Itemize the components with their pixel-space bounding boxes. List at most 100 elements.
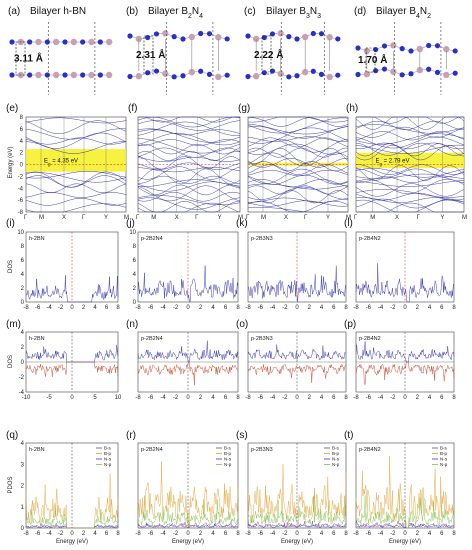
y-tick-label: 4 — [21, 441, 25, 447]
band-line — [355, 179, 465, 195]
boron-atom — [88, 71, 95, 79]
boron-atom — [416, 45, 424, 53]
band-line — [355, 189, 465, 198]
x-tick-label: 2 — [308, 395, 312, 401]
panel-label: (r) — [126, 430, 136, 441]
band-line — [356, 116, 464, 124]
panel-label: (p) — [344, 319, 356, 330]
x-tick-label: 8 — [452, 305, 456, 311]
y-tick-label: -6 — [18, 198, 24, 204]
x-tick-label: 4 — [320, 531, 324, 537]
y-tick-label: 3 — [21, 462, 25, 468]
nitrogen-atom — [180, 73, 186, 79]
x-tick-label: -4 — [378, 531, 384, 537]
nitrogen-atom — [206, 31, 213, 37]
k-point-label: X — [62, 215, 66, 221]
band-line — [355, 136, 465, 149]
x-tick-label: 6 — [224, 531, 228, 537]
x-tick-label: -8 — [353, 305, 359, 311]
panel-label: (t) — [344, 430, 353, 441]
x-tick-label: 6 — [224, 305, 228, 311]
y-tick-label: 8 — [21, 244, 25, 250]
nitrogen-atom — [80, 72, 86, 78]
band-line — [137, 179, 241, 187]
nitrogen-atom — [180, 36, 186, 42]
k-point-label: M — [346, 215, 351, 221]
x-tick-label: 4 — [320, 305, 324, 311]
x-tick-label: 6 — [440, 395, 444, 401]
inset-label: p-2B4N2 — [359, 336, 381, 342]
y-axis-label: Energy (eV) — [8, 146, 14, 178]
x-tick-label: -8 — [353, 395, 359, 401]
x-tick-label: -2 — [390, 531, 396, 537]
y-tick-label: 2 — [21, 484, 25, 490]
dos-row: (i) h-2BN -8 -6 -4 -2 0 2 4 6 8 10 8 6 4 2 0 DOS (j) p-2B2N… — [6, 218, 456, 311]
y-axis-label: DOS — [8, 355, 14, 368]
k-point-label: Y — [440, 215, 444, 221]
x-tick-label: -6 — [35, 531, 41, 537]
nitrogen-atom — [373, 68, 379, 74]
band-line — [247, 158, 349, 168]
nitrogen-atom — [426, 66, 432, 72]
x-tick-label: -8 — [245, 305, 251, 311]
x-tick-label: -4 — [378, 395, 384, 401]
nitrogen-atom — [318, 71, 325, 77]
x-tick-label: 8 — [116, 305, 120, 311]
nitrogen-atom — [127, 73, 133, 80]
y-tick-label: 2 — [20, 151, 24, 157]
nitrogen-atom — [198, 68, 204, 74]
band-line — [247, 123, 349, 135]
band-line — [247, 139, 349, 153]
legend-entry: N-p — [332, 462, 340, 467]
band-line — [247, 117, 349, 127]
band-line — [247, 147, 349, 165]
x-tick-label: 6 — [332, 305, 336, 311]
x-tick-label: 0 — [70, 395, 74, 401]
legend-entry: B-s — [104, 446, 112, 451]
x-tick-label: 2 — [199, 305, 203, 311]
structure-title: Bilayer B2N4 — [148, 6, 203, 20]
band-line — [137, 162, 241, 170]
spin-up-curve — [247, 344, 347, 361]
boron-atom — [215, 73, 222, 81]
nitrogen-atom — [145, 70, 151, 76]
band-line — [247, 200, 349, 207]
panel-label: (c) — [244, 6, 256, 17]
band-line — [355, 120, 465, 131]
x-tick-label: 6 — [440, 531, 444, 537]
nitrogen-atom — [224, 36, 230, 42]
legend-entry: N-s — [332, 457, 340, 462]
nitrogen-atom — [318, 31, 325, 37]
x-tick-label: 0 — [403, 395, 407, 401]
panel-label: (l) — [344, 218, 353, 229]
x-tick-label: 8 — [452, 395, 456, 401]
band-line — [25, 132, 127, 149]
band-line — [355, 124, 465, 134]
x-tick-label: -8 — [135, 395, 141, 401]
y-tick-label: 4 — [20, 139, 24, 145]
y-tick-label: 8 — [133, 244, 137, 250]
band-line — [355, 199, 465, 213]
band-line — [247, 161, 349, 172]
x-tick-label: 2 — [199, 531, 203, 537]
y-tick-label: 4 — [21, 272, 25, 278]
nitrogen-atom — [335, 72, 341, 78]
inset-label: p-2B2N4 — [141, 236, 163, 242]
y-tick-label: 0 — [133, 300, 137, 306]
k-point-label: Γ — [354, 215, 358, 221]
nitrogen-atom — [408, 48, 414, 54]
y-tick-label: 2 — [21, 345, 25, 351]
band-gap-label: Eg = 4.35 eV — [44, 158, 78, 166]
x-tick-label: -4 — [270, 305, 276, 311]
band-line — [247, 183, 349, 190]
k-point-label: M — [151, 215, 156, 221]
y-tick-label: 10 — [17, 230, 24, 236]
x-axis-label: Energy (eV) — [56, 539, 88, 545]
boron-atom — [188, 68, 196, 76]
band-line — [248, 197, 349, 203]
k-point-label: Γ — [82, 215, 86, 221]
band-line — [137, 120, 241, 131]
y-axis-label: DOS — [8, 260, 14, 273]
interlayer-distance: 3.11 Å — [14, 52, 43, 65]
x-tick-label: 4 — [428, 531, 432, 537]
